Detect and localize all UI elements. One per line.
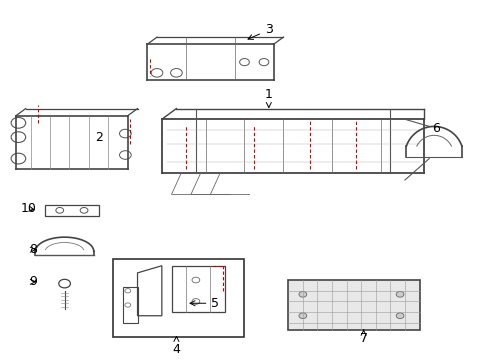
Text: 3: 3 — [247, 23, 272, 39]
Text: 7: 7 — [359, 330, 367, 346]
Bar — [287, 280, 419, 330]
Text: 6: 6 — [432, 122, 440, 135]
Circle shape — [395, 313, 403, 319]
Circle shape — [298, 292, 306, 297]
Text: 8: 8 — [29, 243, 37, 256]
Text: 9: 9 — [29, 275, 37, 288]
Text: 4: 4 — [172, 337, 180, 356]
Text: 5: 5 — [190, 297, 219, 310]
Circle shape — [298, 313, 306, 319]
Circle shape — [395, 292, 403, 297]
Text: 1: 1 — [264, 88, 272, 108]
Text: 2: 2 — [95, 131, 102, 144]
Bar — [113, 258, 244, 337]
Text: 10: 10 — [20, 202, 36, 215]
